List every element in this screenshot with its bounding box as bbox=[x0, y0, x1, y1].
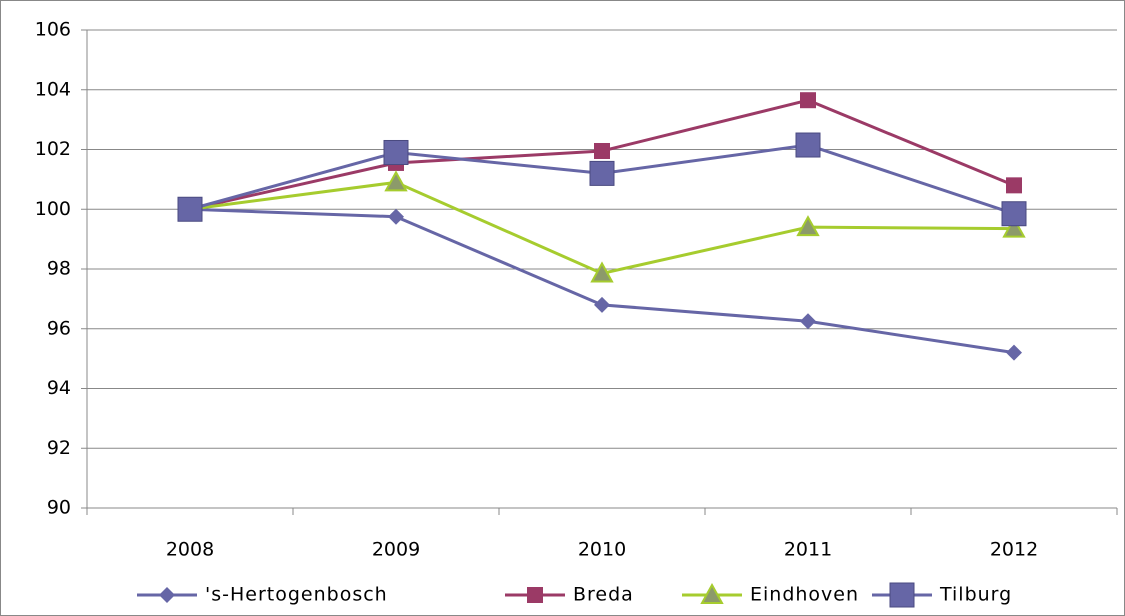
marker bbox=[177, 196, 203, 222]
legend-label: Eindhoven bbox=[750, 584, 859, 606]
y-tick-label: 92 bbox=[47, 437, 71, 459]
y-tick-label: 104 bbox=[35, 78, 71, 100]
marker bbox=[1006, 177, 1022, 194]
legend-marker bbox=[700, 582, 724, 604]
marker bbox=[795, 132, 821, 158]
marker bbox=[388, 208, 404, 225]
x-tick-label: 2008 bbox=[166, 539, 214, 561]
x-tick-label: 2011 bbox=[784, 539, 832, 561]
marker bbox=[800, 313, 816, 330]
x-tick-label: 2012 bbox=[990, 539, 1038, 561]
marker bbox=[384, 170, 408, 192]
legend-item: Tilburg bbox=[872, 582, 1012, 608]
x-tick-label: 2009 bbox=[372, 539, 420, 561]
y-tick-label: 106 bbox=[35, 19, 71, 41]
legend-marker bbox=[159, 587, 175, 603]
legend-marker bbox=[889, 582, 915, 608]
legend-item: Breda bbox=[505, 584, 634, 606]
marker bbox=[590, 261, 614, 283]
marker bbox=[800, 92, 816, 109]
x-tick-label: 2010 bbox=[578, 539, 626, 561]
marker bbox=[383, 139, 409, 165]
y-tick-label: 98 bbox=[47, 258, 71, 280]
legend-label: 's-Hertogenbosch bbox=[205, 584, 388, 606]
y-tick-label: 100 bbox=[35, 198, 71, 220]
marker bbox=[1002, 216, 1026, 238]
y-tick-label: 102 bbox=[35, 138, 71, 160]
legend-marker bbox=[527, 587, 543, 603]
marker bbox=[589, 160, 615, 186]
legend-item: Eindhoven bbox=[682, 582, 859, 606]
marker bbox=[1001, 201, 1027, 227]
marker bbox=[796, 215, 820, 237]
y-tick-label: 96 bbox=[47, 317, 71, 339]
legend-label: Tilburg bbox=[939, 584, 1012, 606]
marker bbox=[594, 296, 610, 313]
marker bbox=[1006, 344, 1022, 361]
marker bbox=[594, 142, 610, 159]
legend-item: 's-Hertogenbosch bbox=[137, 584, 388, 606]
legend-label: Breda bbox=[573, 584, 634, 606]
y-tick-label: 94 bbox=[47, 377, 71, 399]
y-tick-label: 90 bbox=[47, 497, 71, 519]
